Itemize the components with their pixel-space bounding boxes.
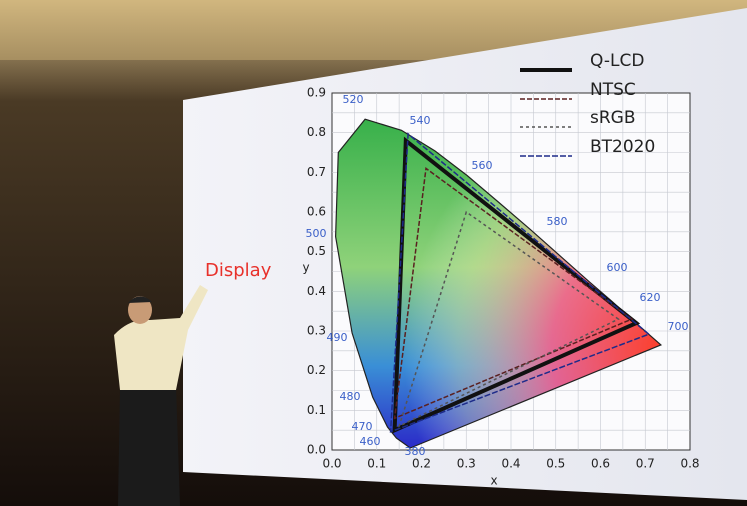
wavelength-label: 580 bbox=[547, 215, 568, 228]
wavelength-label: 560 bbox=[472, 159, 493, 172]
x-tick-label: 0.7 bbox=[636, 457, 655, 471]
y-tick-label: 0.0 bbox=[307, 443, 326, 457]
wavelength-label: 520 bbox=[343, 93, 364, 106]
gamut-triangle bbox=[392, 136, 641, 434]
x-tick-label: 0.1 bbox=[367, 457, 386, 471]
wavelength-label: 480 bbox=[340, 390, 361, 403]
x-tick-label: 0.2 bbox=[412, 457, 431, 471]
presenter bbox=[114, 285, 208, 506]
wavelength-label: 490 bbox=[327, 331, 348, 344]
y-tick-label: 0.9 bbox=[307, 86, 326, 100]
gamut-triangle bbox=[393, 167, 634, 420]
x-axis-label: x bbox=[490, 474, 497, 488]
x-tick-label: 0.8 bbox=[680, 457, 699, 471]
y-axis-label: y bbox=[302, 261, 309, 275]
gamut-triangle bbox=[389, 132, 651, 433]
y-tick-label: 0.3 bbox=[307, 324, 326, 338]
legend-label: sRGB bbox=[590, 108, 636, 128]
y-tick-label: 0.1 bbox=[307, 403, 326, 417]
x-tick-label: 0.0 bbox=[322, 457, 341, 471]
wavelength-label: 470 bbox=[352, 420, 373, 433]
annotation: Display bbox=[205, 260, 272, 281]
legend-label: NTSC bbox=[590, 80, 636, 100]
y-tick-label: 0.2 bbox=[307, 363, 326, 377]
wavelength-label: 620 bbox=[640, 291, 661, 304]
x-tick-label: 0.3 bbox=[457, 457, 476, 471]
y-tick-label: 0.8 bbox=[307, 125, 326, 139]
x-tick-label: 0.5 bbox=[546, 457, 565, 471]
legend-label: Q-LCD bbox=[590, 51, 644, 71]
wavelength-label: 380 bbox=[405, 445, 426, 458]
wavelength-label: 460 bbox=[360, 435, 381, 448]
wavelength-label: 600 bbox=[607, 261, 628, 274]
y-tick-label: 0.4 bbox=[307, 284, 326, 298]
y-tick-label: 0.7 bbox=[307, 165, 326, 179]
legend-label: BT2020 bbox=[590, 137, 655, 157]
plot: 0.0 0.1 0.2 0.3 0.4 0.5 0.6 0.7 0.8 0.0 0.1 0.2 0.3 0… bbox=[302, 51, 699, 488]
y-tick-label: 0.6 bbox=[307, 205, 326, 219]
wavelength-label: 500 bbox=[306, 227, 327, 240]
x-tick-label: 0.4 bbox=[501, 457, 520, 471]
y-tick-label: 0.5 bbox=[307, 244, 326, 258]
wavelength-label: 540 bbox=[410, 114, 431, 127]
x-tick-label: 0.6 bbox=[591, 457, 610, 471]
wavelength-label: 700 bbox=[668, 320, 689, 333]
